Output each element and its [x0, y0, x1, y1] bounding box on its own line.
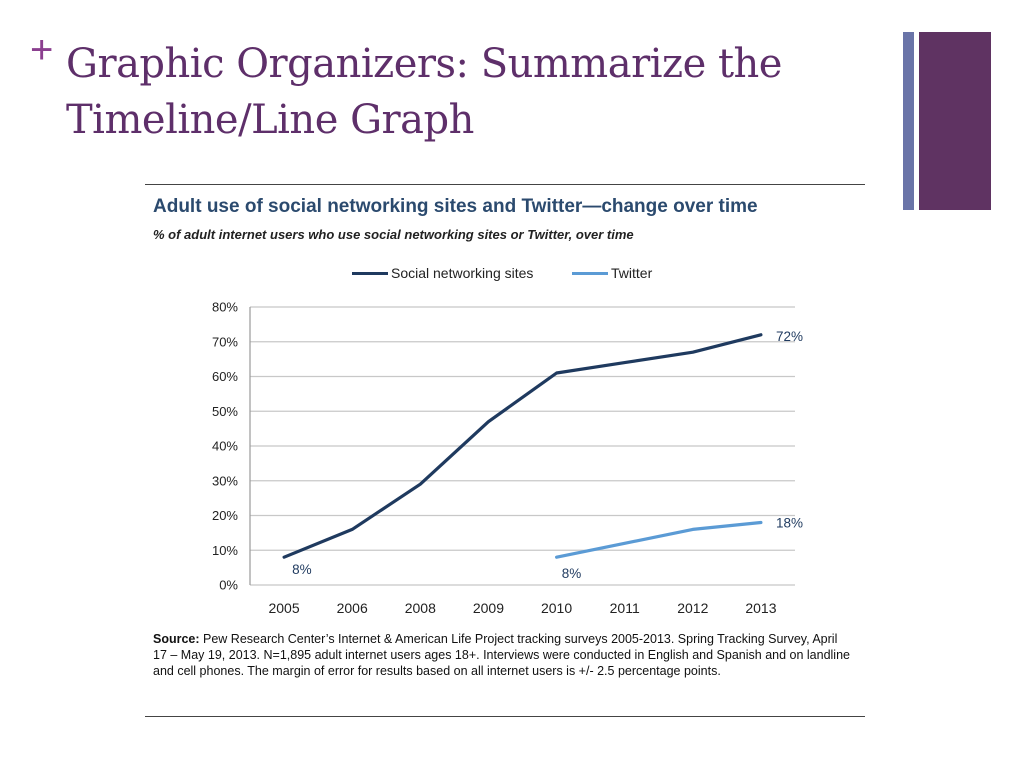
chart-legend: Social networking sites Twitter	[0, 263, 1024, 283]
chart-subtitle: % of adult internet users who use social…	[153, 227, 634, 242]
chart-title: Adult use of social networking sites and…	[153, 196, 758, 217]
data-label-social-2013: 72%	[776, 329, 803, 344]
y-tick-label-60: 60%	[212, 369, 238, 384]
legend-swatch-twitter	[572, 271, 608, 275]
y-tick-label-30: 30%	[212, 473, 238, 488]
legend-item-social: Social networking sites	[352, 263, 533, 283]
y-tick-label-40: 40%	[212, 439, 238, 454]
figure-bottom-rule	[145, 716, 865, 717]
y-tick-label-70: 70%	[212, 334, 238, 349]
y-tick-label-0: 0%	[219, 578, 238, 593]
y-tick-label-20: 20%	[212, 508, 238, 523]
x-tick-label-2005: 2005	[268, 600, 299, 616]
chart-source-note: Source: Pew Research Center’s Internet &…	[153, 631, 853, 679]
x-tick-label-2011: 2011	[610, 600, 640, 616]
x-tick-label-2010: 2010	[541, 600, 572, 616]
legend-label-twitter: Twitter	[611, 265, 653, 281]
data-label-twitter-2013: 18%	[776, 515, 803, 530]
x-tick-label-2008: 2008	[405, 600, 436, 616]
x-tick-label-2013: 2013	[745, 600, 776, 616]
figure-top-rule	[145, 184, 865, 185]
series-line-social	[282, 333, 763, 559]
source-text: Pew Research Center’s Internet & America…	[153, 632, 850, 678]
y-tick-label-50: 50%	[212, 404, 238, 419]
data-label-twitter-2010: 8%	[562, 566, 582, 581]
decorative-bar-thick	[919, 32, 991, 210]
x-tick-label-2012: 2012	[677, 600, 708, 616]
y-tick-label-80: 80%	[212, 300, 238, 315]
legend-swatch-social	[352, 271, 388, 275]
data-label-social-2005: 8%	[292, 562, 312, 577]
source-label: Source:	[153, 632, 200, 646]
x-tick-label-2009: 2009	[473, 600, 504, 616]
slide-title: Graphic Organizers: Summarize the Timeli…	[66, 36, 906, 148]
decorative-bar-thin	[903, 32, 914, 210]
legend-label-social: Social networking sites	[391, 265, 534, 281]
y-tick-label-10: 10%	[212, 543, 238, 558]
slide-title-line-2: Timeline/Line Graph	[66, 97, 474, 143]
x-tick-label-2006: 2006	[337, 600, 368, 616]
plus-icon: +	[30, 28, 54, 72]
series-line-twitter	[554, 520, 763, 559]
legend-item-twitter: Twitter	[572, 263, 652, 283]
slide-title-line-1: Graphic Organizers: Summarize the	[66, 41, 782, 87]
